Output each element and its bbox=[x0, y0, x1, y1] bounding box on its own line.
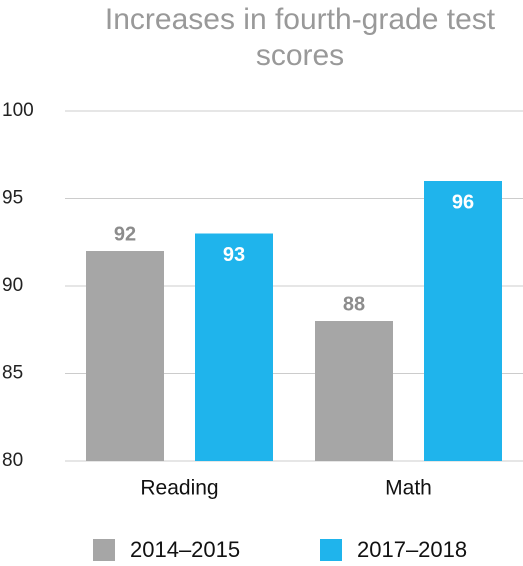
legend-swatch bbox=[93, 539, 115, 561]
y-tick-label: 100 bbox=[2, 100, 34, 121]
data-label: 96 bbox=[452, 191, 474, 213]
y-tick-label: 85 bbox=[2, 363, 23, 384]
y-tick-label: 95 bbox=[2, 188, 23, 209]
legend-label: 2014–2015 bbox=[130, 537, 240, 562]
y-tick-label: 80 bbox=[2, 450, 23, 471]
bar bbox=[195, 233, 273, 461]
data-label: 88 bbox=[343, 293, 365, 315]
data-label: 92 bbox=[114, 223, 136, 245]
bar bbox=[424, 181, 502, 461]
legend-label: 2017–2018 bbox=[357, 537, 467, 562]
x-tick-label: Reading bbox=[140, 477, 218, 500]
x-tick-label: Math bbox=[385, 477, 432, 500]
y-tick-label: 90 bbox=[2, 275, 23, 296]
legend-swatch bbox=[320, 539, 342, 561]
chart-title: Increases in fourth-grade test scores bbox=[104, 3, 496, 72]
bar bbox=[315, 321, 393, 461]
data-label: 93 bbox=[223, 244, 245, 266]
bar bbox=[86, 251, 164, 461]
